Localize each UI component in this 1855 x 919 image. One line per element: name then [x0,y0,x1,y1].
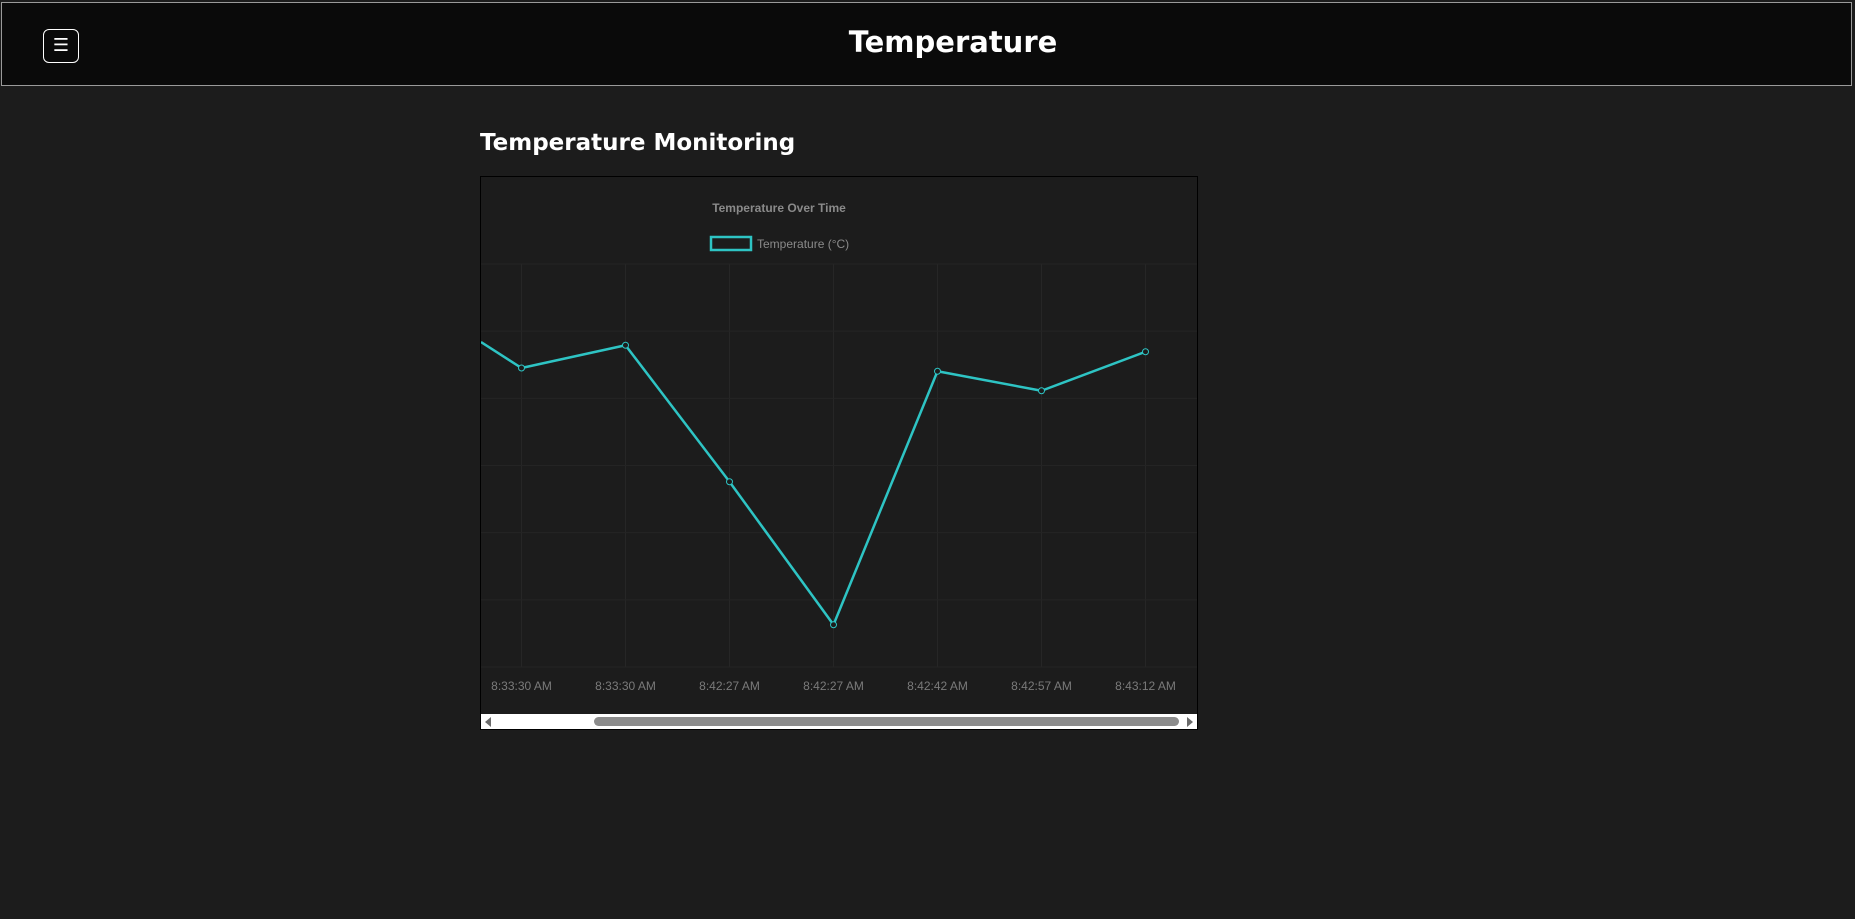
section-title: Temperature Monitoring [480,130,796,156]
menu-toggle-button[interactable]: ☰ [43,29,79,63]
data-point[interactable] [726,478,733,486]
x-tick-label: 8:42:27 AM [803,679,864,693]
x-axis-ticks: 8:33:30 AM 8:33:30 AM 8:42:27 AM 8:42:27 AM… [491,679,1176,693]
x-tick-label: 8:43:12 AM [1115,679,1176,693]
scroll-right-arrow-icon[interactable] [1187,717,1193,727]
temperature-series-line [481,340,1146,626]
legend-swatch[interactable] [709,235,753,252]
data-point[interactable] [518,364,525,372]
chart-horizontal-scrollbar[interactable] [481,714,1197,729]
x-tick-label: 8:33:30 AM [595,679,656,693]
scroll-left-arrow-icon[interactable] [485,717,491,727]
app-header: ☰ [1,2,1852,86]
legend-label[interactable]: Temperature (°C) [757,237,849,251]
chart-series [481,340,1149,629]
data-point[interactable] [1142,348,1149,356]
data-point[interactable] [934,367,941,375]
x-tick-label: 8:42:27 AM [699,679,760,693]
temperature-chart: Temperature Over Time Temperature (°C) 8… [480,176,1198,730]
chart-grid [481,263,1197,668]
app-title: Temperature [848,25,1058,59]
data-point[interactable] [830,621,837,629]
chart-title: Temperature Over Time [712,201,846,215]
chart-canvas: Temperature Over Time Temperature (°C) 8… [481,201,1197,693]
data-point[interactable] [1038,387,1045,395]
x-tick-label: 8:33:30 AM [491,679,552,693]
x-tick-label: 8:42:42 AM [907,679,968,693]
data-point[interactable] [622,341,629,349]
x-tick-label: 8:42:57 AM [1011,679,1072,693]
hamburger-menu-icon: ☰ [52,35,70,56]
scrollbar-thumb[interactable] [594,717,1179,726]
